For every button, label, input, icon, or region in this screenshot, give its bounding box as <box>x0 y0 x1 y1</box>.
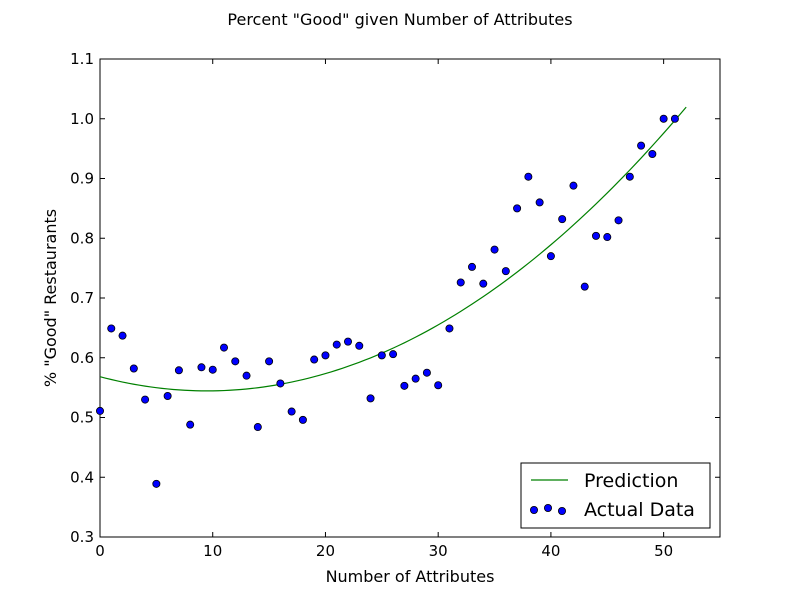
data-point <box>231 357 240 366</box>
data-point <box>96 406 105 415</box>
data-point <box>434 381 443 390</box>
data-point <box>141 395 150 404</box>
data-point <box>219 343 228 352</box>
data-point <box>174 366 183 375</box>
data-point <box>321 351 330 360</box>
data-point <box>670 114 679 123</box>
data-point <box>118 331 127 340</box>
data-point <box>411 374 420 383</box>
y-tick-label: 0.4 <box>70 468 94 486</box>
data-point <box>152 479 161 488</box>
data-point <box>208 365 217 374</box>
prediction-line <box>99 106 687 392</box>
data-point <box>592 231 601 240</box>
data-point <box>332 340 341 349</box>
data-point <box>479 279 488 288</box>
data-point <box>456 278 465 287</box>
actual-data-series <box>96 114 679 488</box>
x-tick-label: 50 <box>654 542 673 560</box>
legend: Prediction Actual Data <box>520 462 711 529</box>
chart-title: Percent "Good" given Number of Attribute… <box>227 10 572 29</box>
data-point <box>197 363 206 372</box>
legend-prediction-label: Prediction <box>584 470 678 492</box>
y-axis-label: % "Good" Restaurants <box>41 209 60 387</box>
data-point <box>614 216 623 225</box>
legend-marker <box>530 505 539 514</box>
y-tick-label: 0.9 <box>70 170 94 188</box>
data-point <box>637 141 646 150</box>
y-tick-label: 0.7 <box>70 289 94 307</box>
legend-actual-label: Actual Data <box>584 499 695 521</box>
data-point <box>265 357 274 366</box>
y-tick-label: 1.0 <box>70 110 94 128</box>
legend-box <box>520 462 711 529</box>
y-tick-label: 0.8 <box>70 229 94 247</box>
data-point <box>603 233 612 242</box>
data-point <box>490 245 499 254</box>
x-tick-label: 40 <box>541 542 560 560</box>
y-tick-label: 0.3 <box>70 528 94 546</box>
data-point <box>298 415 307 424</box>
data-point <box>422 368 431 377</box>
data-point <box>535 198 544 207</box>
data-point <box>343 337 352 346</box>
data-point <box>129 364 138 373</box>
data-point <box>400 381 409 390</box>
data-point <box>163 391 172 400</box>
x-tick-label: 0 <box>95 542 105 560</box>
data-point <box>445 324 454 333</box>
data-point <box>186 420 195 429</box>
data-point <box>513 204 522 213</box>
data-point <box>287 407 296 416</box>
axis-ticks: 0 10 20 30 40 50 0.3 0.4 0.5 0.6 0.7 0.8 0.9 1.0 1.1 <box>70 50 720 560</box>
y-tick-label: 0.5 <box>70 409 94 427</box>
data-point <box>389 350 398 359</box>
x-tick-label: 10 <box>203 542 222 560</box>
data-point <box>524 172 533 181</box>
y-tick-label: 0.6 <box>70 349 94 367</box>
data-point <box>569 181 578 190</box>
data-point <box>546 252 555 261</box>
x-axis-label: Number of Attributes <box>326 567 495 586</box>
legend-marker <box>544 503 553 512</box>
data-point <box>558 215 567 224</box>
data-point <box>107 324 116 333</box>
data-point <box>355 341 364 350</box>
data-point <box>366 394 375 403</box>
data-point <box>501 267 510 276</box>
data-point <box>648 150 657 159</box>
data-point <box>377 351 386 360</box>
prediction-series <box>99 106 687 392</box>
data-point <box>625 172 634 181</box>
data-point <box>310 355 319 364</box>
data-point <box>276 379 285 388</box>
legend-marker <box>558 506 567 515</box>
x-tick-label: 20 <box>316 542 335 560</box>
data-point <box>242 371 251 380</box>
plot-area <box>99 58 721 538</box>
data-point <box>253 423 262 432</box>
data-point <box>467 262 476 271</box>
data-point <box>659 114 668 123</box>
data-point <box>580 282 589 291</box>
legend-actual-swatch <box>530 503 567 515</box>
x-tick-label: 30 <box>429 542 448 560</box>
y-tick-label: 1.1 <box>70 50 94 68</box>
